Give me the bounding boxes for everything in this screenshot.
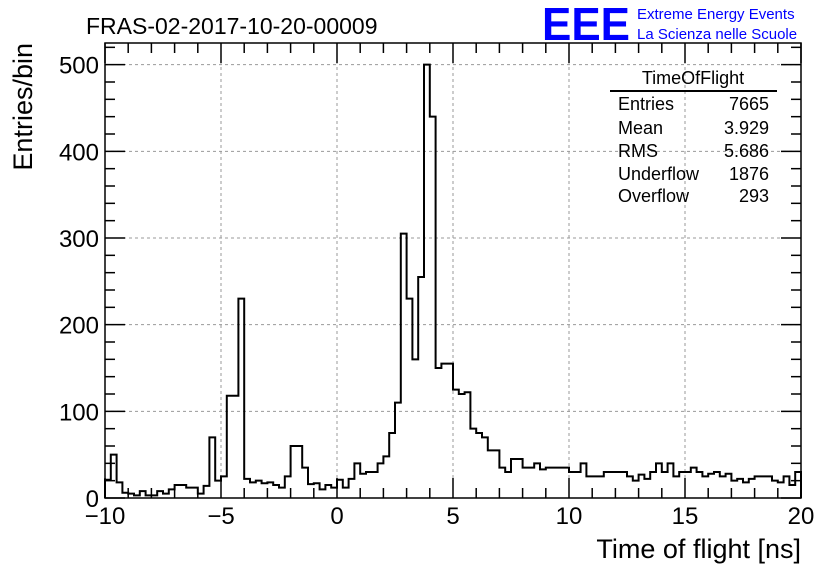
x-tick-label: 5 bbox=[446, 503, 459, 530]
stats-label-underflow: Underflow bbox=[618, 164, 700, 184]
y-tick-label: 200 bbox=[59, 313, 99, 340]
stats-title: TimeOfFlight bbox=[642, 68, 744, 88]
stats-label-mean: Mean bbox=[618, 118, 663, 138]
y-axis-label: Entries/bin bbox=[8, 43, 38, 171]
y-tick-label: 100 bbox=[59, 399, 99, 426]
x-tick-label: −5 bbox=[207, 503, 234, 530]
y-tick-label: 500 bbox=[59, 53, 99, 80]
stats-value-mean: 3.929 bbox=[724, 118, 769, 138]
stats-value-rms: 5.686 bbox=[724, 141, 769, 161]
axis-ticks bbox=[104, 43, 802, 499]
eee-logo: EEE bbox=[542, 0, 630, 50]
y-tick-label: 300 bbox=[59, 226, 99, 253]
x-tick-label: 0 bbox=[330, 503, 343, 530]
plot-frame bbox=[104, 42, 802, 499]
stats-label-overflow: Overflow bbox=[618, 186, 690, 206]
x-tick-label: 10 bbox=[556, 503, 583, 530]
y-tick-labels: 0 100 200 300 400 500 bbox=[59, 53, 99, 513]
stats-box: TimeOfFlight Entries 7665 Mean 3.929 RMS… bbox=[610, 68, 777, 206]
x-tick-label: 15 bbox=[672, 503, 699, 530]
x-tick-label: 20 bbox=[788, 503, 815, 530]
org-line-2: La Scienza nelle Scuole bbox=[637, 26, 797, 43]
stats-value-overflow: 293 bbox=[739, 186, 769, 206]
y-tick-label: 400 bbox=[59, 139, 99, 166]
chart-title: FRAS-02-2017-10-20-00009 bbox=[86, 13, 378, 39]
org-line-1: Extreme Energy Events bbox=[637, 6, 795, 23]
grid-lines bbox=[105, 43, 801, 498]
stats-value-underflow: 1876 bbox=[729, 164, 769, 184]
x-tick-labels: −10 −5 0 5 10 15 20 bbox=[85, 503, 815, 530]
stats-value-entries: 7665 bbox=[729, 94, 769, 114]
histogram-line bbox=[104, 63, 802, 498]
stats-label-rms: RMS bbox=[618, 141, 658, 161]
y-tick-label: 0 bbox=[86, 486, 99, 513]
stats-label-entries: Entries bbox=[618, 94, 674, 114]
x-tick-label: −10 bbox=[85, 503, 126, 530]
x-axis-label: Time of flight [ns] bbox=[596, 534, 801, 564]
